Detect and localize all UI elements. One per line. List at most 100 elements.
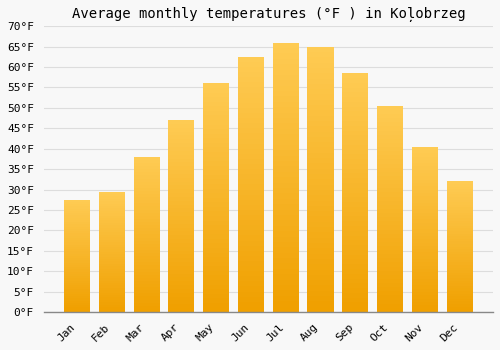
Bar	[412, 153, 438, 156]
Bar	[203, 257, 229, 262]
Bar	[64, 224, 90, 227]
Bar	[377, 122, 403, 126]
Bar	[238, 123, 264, 128]
Bar	[99, 220, 125, 223]
Bar	[308, 52, 334, 57]
Bar	[377, 291, 403, 295]
Bar	[168, 243, 194, 247]
Bar	[412, 176, 438, 180]
Bar	[377, 176, 403, 180]
Bar	[342, 212, 368, 216]
Bar	[238, 184, 264, 189]
Bar	[308, 47, 334, 52]
Bar	[238, 261, 264, 266]
Bar	[134, 200, 160, 203]
Bar	[64, 274, 90, 276]
Bar	[99, 225, 125, 228]
Bar	[308, 153, 334, 158]
Bar	[64, 238, 90, 240]
Bar	[446, 184, 472, 187]
Bar	[238, 271, 264, 276]
Bar	[412, 286, 438, 289]
Bar	[272, 129, 299, 134]
Bar	[377, 275, 403, 279]
Bar	[99, 235, 125, 237]
Bar	[238, 93, 264, 98]
Bar	[238, 189, 264, 195]
Bar	[272, 70, 299, 75]
Bar	[168, 124, 194, 128]
Bar	[377, 168, 403, 172]
Bar	[272, 97, 299, 102]
Bar	[168, 270, 194, 274]
Bar	[64, 213, 90, 216]
Bar	[238, 82, 264, 88]
Bar	[308, 169, 334, 174]
Bar	[377, 106, 403, 312]
Bar	[168, 139, 194, 143]
Bar	[342, 97, 368, 102]
Bar	[134, 197, 160, 200]
Bar	[64, 231, 90, 233]
Bar	[64, 229, 90, 231]
Bar	[308, 142, 334, 147]
Bar	[99, 257, 125, 259]
Bar	[377, 147, 403, 151]
Bar	[203, 88, 229, 92]
Bar	[412, 193, 438, 196]
Bar	[308, 222, 334, 227]
Bar	[377, 126, 403, 131]
Bar	[272, 188, 299, 194]
Bar	[134, 287, 160, 290]
Bar	[446, 228, 472, 231]
Bar	[272, 150, 299, 156]
Bar	[134, 216, 160, 219]
Bar	[203, 234, 229, 239]
Bar	[377, 205, 403, 209]
Bar	[134, 175, 160, 178]
Bar	[238, 103, 264, 108]
Bar	[377, 304, 403, 308]
Bar	[203, 184, 229, 189]
Bar	[134, 244, 160, 247]
Bar	[272, 172, 299, 177]
Bar	[99, 295, 125, 298]
Bar	[377, 295, 403, 300]
Bar	[412, 289, 438, 292]
Bar	[272, 43, 299, 312]
Bar	[99, 201, 125, 204]
Bar	[134, 272, 160, 275]
Bar	[446, 281, 472, 283]
Bar	[203, 225, 229, 230]
Bar	[134, 231, 160, 235]
Bar	[377, 287, 403, 291]
Bar	[377, 254, 403, 258]
Bar	[99, 264, 125, 266]
Bar	[446, 187, 472, 189]
Bar	[168, 224, 194, 228]
Bar	[134, 219, 160, 222]
Bar	[342, 164, 368, 169]
Bar	[272, 54, 299, 59]
Bar	[342, 111, 368, 116]
Bar	[238, 128, 264, 133]
Bar	[308, 63, 334, 68]
Bar	[377, 271, 403, 275]
Bar	[342, 259, 368, 264]
Bar	[342, 116, 368, 121]
Bar	[134, 182, 160, 185]
Bar	[168, 189, 194, 193]
Bar	[238, 266, 264, 271]
Bar	[99, 259, 125, 261]
Bar	[342, 88, 368, 92]
Bar	[238, 144, 264, 149]
Bar	[308, 84, 334, 89]
Bar	[412, 259, 438, 262]
Bar	[308, 110, 334, 116]
Bar	[377, 114, 403, 118]
Bar	[64, 280, 90, 283]
Bar	[446, 254, 472, 257]
Bar	[168, 247, 194, 251]
Bar	[134, 278, 160, 281]
Bar	[168, 254, 194, 258]
